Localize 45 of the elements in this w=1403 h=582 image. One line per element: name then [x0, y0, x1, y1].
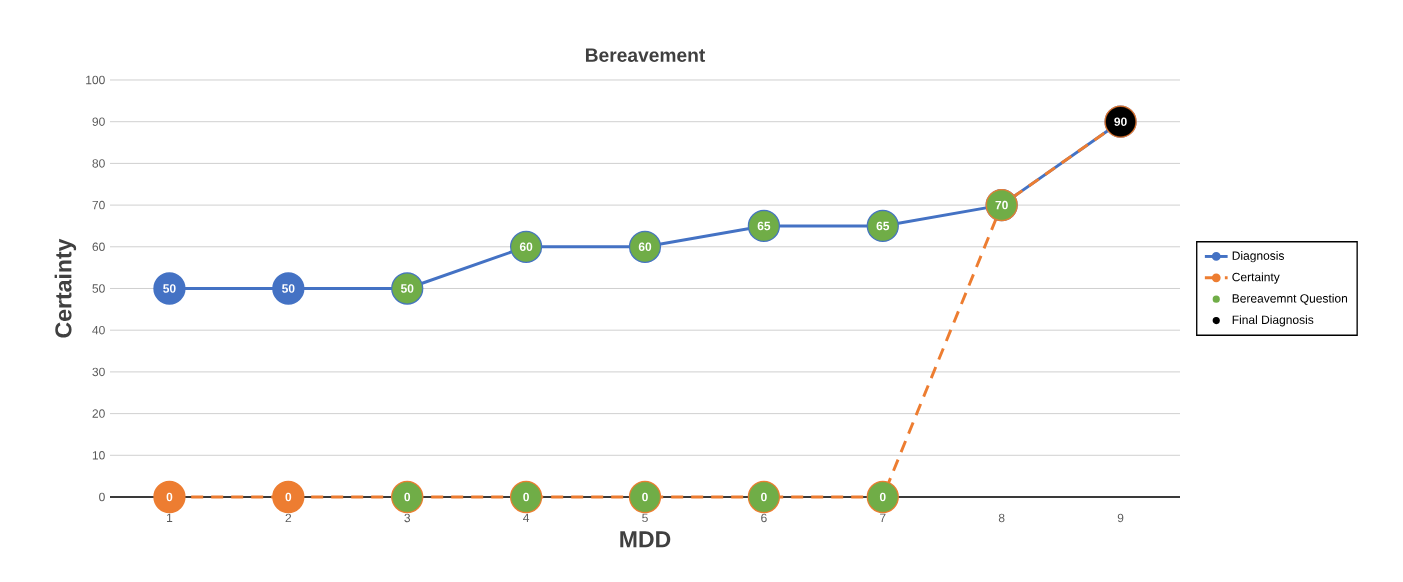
x-tick-label: 2 — [285, 513, 292, 523]
data-label: 50 — [400, 284, 414, 293]
x-tick-label: 8 — [998, 513, 1005, 523]
legend-label: Final Diagnosis — [1232, 315, 1314, 327]
y-tick-label: 80 — [92, 159, 105, 168]
y-tick-label: 70 — [92, 200, 105, 210]
data-label: 60 — [519, 242, 533, 252]
x-tick-label: 4 — [523, 513, 530, 522]
data-label: 0 — [879, 492, 886, 502]
x-tick-label: 3 — [404, 513, 411, 523]
y-tick-label: 40 — [92, 325, 105, 335]
y-tick-label: 10 — [92, 451, 105, 460]
x-tick-label: 1 — [167, 513, 173, 522]
legend-label: Bereavemnt Question — [1232, 293, 1348, 305]
data-label: 65 — [876, 221, 890, 231]
y-tick-label: 90 — [92, 117, 105, 126]
chart-title: Bereavement — [585, 48, 706, 62]
data-label: 50 — [282, 284, 295, 293]
y-axis-title: Certainty — [54, 238, 77, 338]
y-tick-label: 20 — [92, 409, 105, 418]
legend-label: Diagnosis — [1232, 251, 1284, 263]
legend-label: Certainty — [1232, 272, 1280, 284]
point — [153, 480, 186, 514]
data-label: 0 — [285, 492, 292, 502]
y-tick-label: 50 — [92, 284, 105, 293]
x-tick-label: 5 — [642, 513, 648, 523]
data-label: 60 — [638, 242, 652, 252]
data-label: 0 — [642, 492, 648, 502]
data-label: 50 — [163, 284, 176, 293]
data-label: 0 — [761, 492, 767, 502]
y-tick-label: 60 — [92, 242, 105, 252]
data-label: 0 — [166, 492, 173, 502]
x-tick-label: 9 — [1117, 513, 1124, 523]
data-label: 65 — [757, 221, 771, 231]
data-label: 0 — [523, 492, 529, 502]
x-axis-title: MDD — [620, 531, 671, 548]
data-label: 70 — [995, 200, 1008, 210]
x-tick-label: 7 — [880, 513, 886, 522]
point — [272, 480, 305, 514]
data-label: 90 — [1114, 117, 1127, 126]
y-tick-label: 30 — [92, 367, 105, 377]
y-tick-label: 100 — [86, 75, 105, 85]
data-label: 0 — [404, 492, 411, 502]
x-tick-label: 6 — [761, 513, 767, 523]
y-tick-label: 0 — [99, 492, 105, 502]
